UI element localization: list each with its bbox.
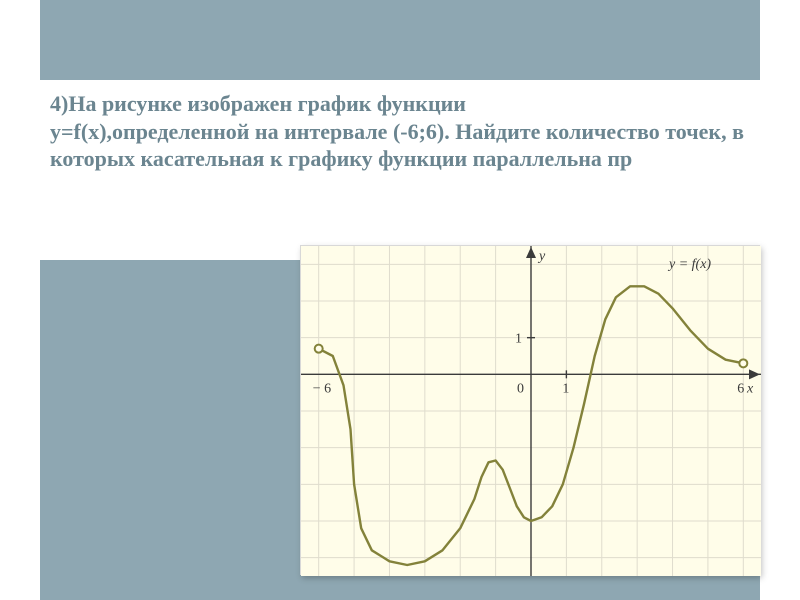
svg-text:0: 0 [517,381,524,396]
graph-svg: y x 0 1 1 − 6 6 y = f(x) [301,246,761,576]
svg-text:− 6: − 6 [313,381,331,396]
svg-text:6: 6 [737,381,744,396]
graph-card: y x 0 1 1 − 6 6 y = f(x) [300,245,760,575]
svg-text:1: 1 [562,381,569,396]
title-line-2: y=f(x),определенной на интервале (-6;6).… [50,118,750,173]
decor-band-top [40,0,760,80]
svg-text:1: 1 [515,332,522,347]
problem-text: 4)На рисунке изображен график функции y=… [50,90,750,173]
svg-text:y = f(x): y = f(x) [667,257,711,272]
svg-text:y: y [537,249,546,264]
svg-text:x: x [746,381,754,396]
slide: 4)На рисунке изображен график функции y=… [0,0,800,600]
title-line-1: 4)На рисунке изображен график функции [50,90,750,118]
